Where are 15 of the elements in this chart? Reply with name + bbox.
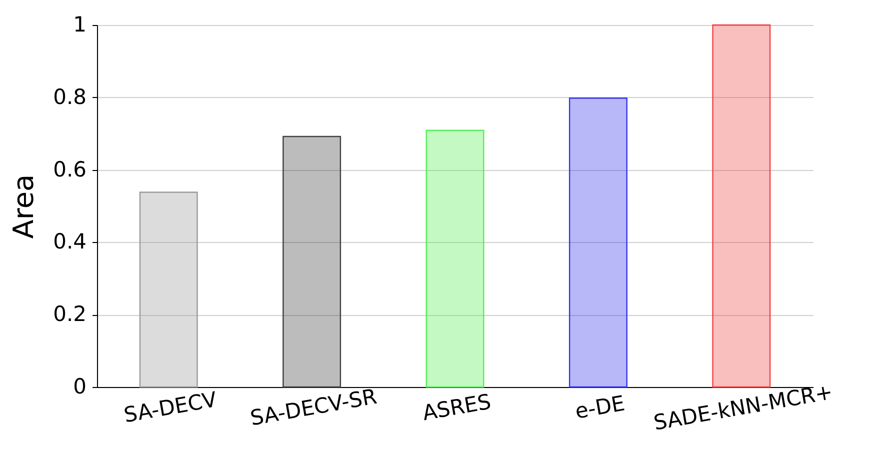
y-tick-label: 0.6 bbox=[53, 157, 86, 182]
bar bbox=[139, 192, 198, 388]
y-tick-label: 0.2 bbox=[53, 302, 86, 326]
y-tick-label: 0.4 bbox=[53, 230, 86, 254]
x-tick-label: SA-DECV bbox=[122, 387, 220, 428]
bar bbox=[568, 98, 628, 388]
bar bbox=[426, 130, 484, 388]
y-tick-label: 0 bbox=[73, 374, 86, 398]
y-axis-title: Area bbox=[7, 174, 40, 239]
y-tick-label: 0.8 bbox=[53, 84, 86, 109]
y-tick-label: 1 bbox=[73, 12, 86, 36]
bar bbox=[282, 136, 342, 388]
bar bbox=[712, 24, 771, 388]
x-tick-label: e-DE bbox=[573, 391, 627, 424]
x-tick-label: ASRES bbox=[420, 390, 493, 426]
